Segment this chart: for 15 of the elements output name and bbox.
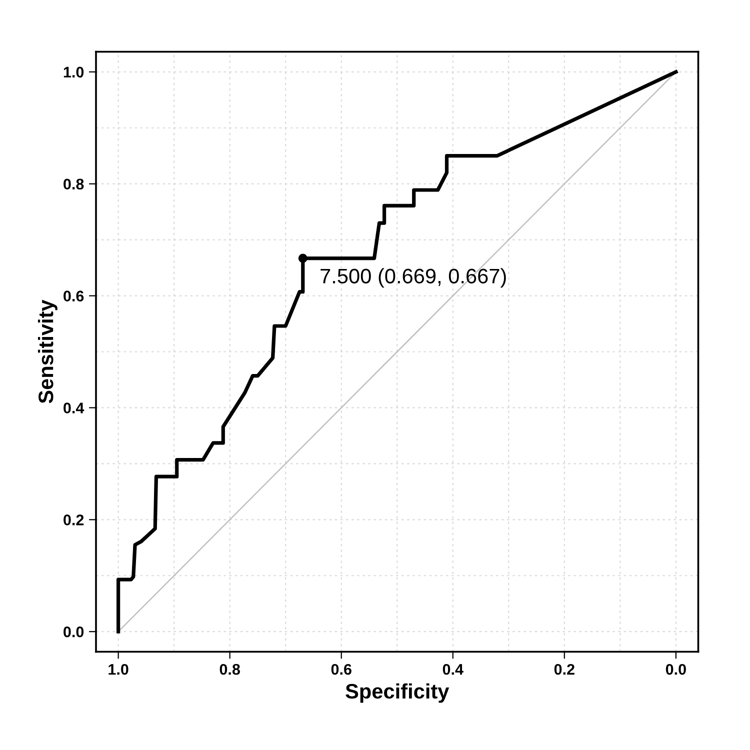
x-tick-label: 0.4 xyxy=(442,664,464,675)
y-tick-label: 0.6 xyxy=(64,290,84,302)
x-tick-label: 0.2 xyxy=(554,664,574,675)
y-tick-label: 0.4 xyxy=(64,402,84,414)
y-tick-label: 0.2 xyxy=(64,514,84,526)
y-axis-title: Sensitivity xyxy=(38,300,58,404)
y-tick-label: 0.0 xyxy=(64,626,84,638)
x-tick-label: 0.8 xyxy=(220,664,240,675)
x-tick-label: 1.0 xyxy=(108,664,128,675)
annotation: 7.500 (0.669, 0.667) xyxy=(320,268,506,288)
x-axis-title: Specificity xyxy=(346,683,450,703)
y-tick-label: 1.0 xyxy=(64,66,84,78)
x-tick-label: 0.0 xyxy=(666,664,686,675)
y-tick-label: 0.8 xyxy=(64,178,84,190)
x-tick-label: 0.6 xyxy=(331,664,352,675)
